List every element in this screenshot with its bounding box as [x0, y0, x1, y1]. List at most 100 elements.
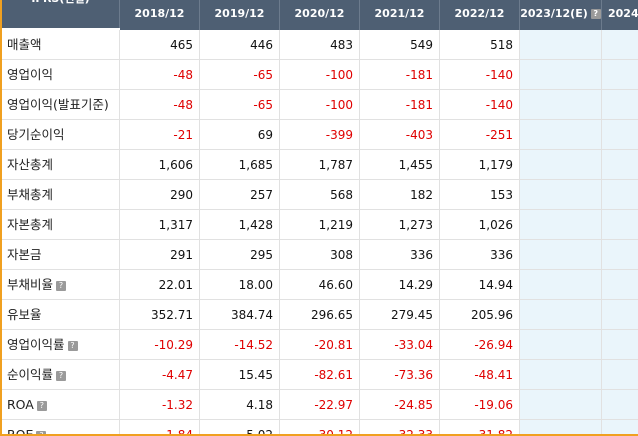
estimate-cell: [520, 270, 602, 300]
value-cell-text: 549: [410, 38, 433, 52]
value-cell-text: 205.96: [471, 308, 513, 322]
help-icon[interactable]: ?: [67, 340, 78, 351]
value-cell-text: -48.41: [474, 368, 513, 382]
row-label-text: 순이익률: [7, 367, 54, 382]
value-cell-text: -48: [173, 68, 193, 82]
value-cell-text: -48: [173, 98, 193, 112]
corner-header: IFRS(연결): [2, 0, 120, 28]
value-cell-text: 308: [330, 248, 353, 262]
value-cell: 257: [200, 180, 280, 210]
estimate-cell: [520, 60, 602, 90]
row-label: 부채비율?: [2, 270, 120, 300]
value-cell: -24.85: [360, 390, 440, 420]
value-cell: 483: [280, 30, 360, 60]
row-label-text: 자본금: [7, 247, 42, 262]
help-icon[interactable]: ?: [56, 370, 67, 381]
row-label-text: 당기순이익: [7, 127, 65, 142]
row-label-text: ROA: [7, 397, 34, 412]
estimate-cell: [602, 60, 638, 90]
value-cell: 336: [440, 240, 520, 270]
value-cell: 446: [200, 30, 280, 60]
estimate-cell: [602, 120, 638, 150]
value-cell-text: -82.61: [314, 368, 353, 382]
estimate-cell: [520, 420, 602, 434]
value-cell: -82.61: [280, 360, 360, 390]
value-cell: 291: [120, 240, 200, 270]
value-cell-text: 291: [170, 248, 193, 262]
value-cell-text: 568: [330, 188, 353, 202]
value-cell: -30.12: [280, 420, 360, 434]
value-cell: 205.96: [440, 300, 520, 330]
row-label-text: 부채총계: [7, 187, 54, 202]
value-cell: 568: [280, 180, 360, 210]
value-cell: 549: [360, 30, 440, 60]
value-cell-text: -251: [485, 128, 513, 142]
value-cell: 1,606: [120, 150, 200, 180]
estimate-cell: [602, 180, 638, 210]
value-cell-text: -65: [253, 98, 273, 112]
column-header-text: 2019/12: [214, 7, 265, 20]
row-label: 유보율: [2, 300, 120, 330]
value-cell: 1,273: [360, 210, 440, 240]
corner-header-text: IFRS(연결): [31, 0, 89, 5]
value-cell-text: -65: [253, 68, 273, 82]
row-label-text: 유보율: [7, 307, 42, 322]
help-icon[interactable]: ?: [36, 400, 47, 411]
value-cell: 295: [200, 240, 280, 270]
value-cell-text: 446: [250, 38, 273, 52]
column-header-text: 2020/12: [294, 7, 345, 20]
value-cell: -140: [440, 60, 520, 90]
value-cell-text: 1,179: [478, 158, 513, 172]
estimate-cell: [602, 90, 638, 120]
row-label-text: 영업이익률: [7, 337, 65, 352]
estimate-cell: [520, 210, 602, 240]
value-cell-text: -21: [173, 128, 193, 142]
value-cell: 14.94: [440, 270, 520, 300]
estimate-cell: [602, 270, 638, 300]
row-label: 자산총계: [2, 150, 120, 180]
value-cell: 352.71: [120, 300, 200, 330]
value-cell-text: -181: [405, 98, 433, 112]
value-cell: -403: [360, 120, 440, 150]
value-cell: 1,219: [280, 210, 360, 240]
column-header: 2024/12(E): [602, 0, 638, 30]
value-cell: 14.29: [360, 270, 440, 300]
value-cell: 5.02: [200, 420, 280, 434]
value-cell: 336: [360, 240, 440, 270]
value-cell-text: 1,428: [238, 218, 273, 232]
estimate-cell: [602, 150, 638, 180]
estimate-cell: [520, 30, 602, 60]
help-icon[interactable]: ?: [56, 280, 67, 291]
estimate-cell: [602, 330, 638, 360]
value-cell: 153: [440, 180, 520, 210]
value-cell-text: 465: [170, 38, 193, 52]
row-label-text: 자산총계: [7, 157, 54, 172]
value-cell: -48: [120, 90, 200, 120]
row-label: 영업이익(발표기준): [2, 90, 120, 120]
value-cell-text: -20.81: [314, 338, 353, 352]
value-cell-text: 1,455: [398, 158, 433, 172]
value-cell-text: 1,606: [158, 158, 193, 172]
value-cell: -399: [280, 120, 360, 150]
help-icon[interactable]: ?: [590, 9, 601, 19]
value-cell: -33.04: [360, 330, 440, 360]
value-cell: 308: [280, 240, 360, 270]
estimate-cell: [520, 240, 602, 270]
row-label-text: ROE: [7, 427, 34, 436]
row-label: 영업이익: [2, 60, 120, 90]
value-cell: 384.74: [200, 300, 280, 330]
help-icon[interactable]: ?: [36, 430, 47, 434]
value-cell-text: 1,273: [398, 218, 433, 232]
row-label-text: 매출액: [7, 37, 42, 52]
value-cell-text: -1.32: [161, 398, 193, 412]
value-cell-text: 1,219: [318, 218, 353, 232]
value-cell: 1,026: [440, 210, 520, 240]
row-label: ROE?: [2, 420, 120, 436]
value-cell: 1,685: [200, 150, 280, 180]
value-cell-text: 518: [490, 38, 513, 52]
value-cell: 279.45: [360, 300, 440, 330]
value-cell: -21: [120, 120, 200, 150]
estimate-cell: [602, 420, 638, 434]
value-cell: 15.45: [200, 360, 280, 390]
